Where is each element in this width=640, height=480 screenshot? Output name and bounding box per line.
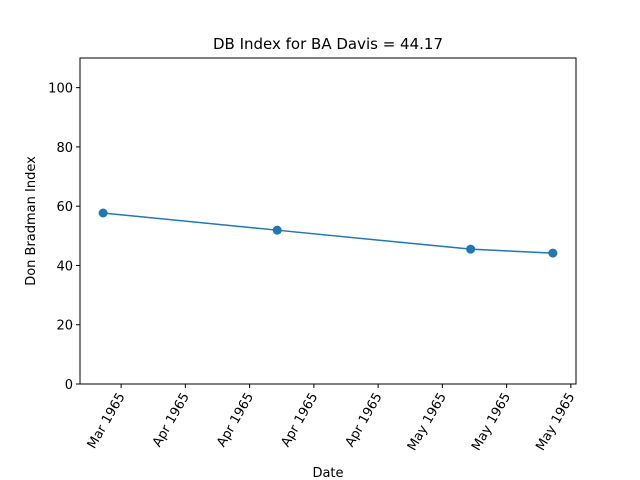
y-tick-label: 0 (65, 378, 73, 393)
y-tick-label: 100 (48, 82, 73, 97)
y-tick-label: 20 (56, 319, 73, 334)
x-axis-label: Date (312, 466, 343, 480)
y-axis-label: Don Bradman Index (24, 156, 39, 286)
y-tick-label: 40 (56, 259, 73, 274)
y-tick-label: 60 (56, 200, 73, 215)
data-point (98, 208, 108, 218)
y-tick-label: 80 (56, 141, 73, 156)
plot-frame (79, 57, 577, 385)
chart-title: DB Index for BA Davis = 44.17 (213, 35, 443, 53)
data-point (548, 248, 558, 258)
data-point (272, 225, 282, 235)
data-point (466, 244, 476, 254)
data-line (103, 212, 553, 254)
